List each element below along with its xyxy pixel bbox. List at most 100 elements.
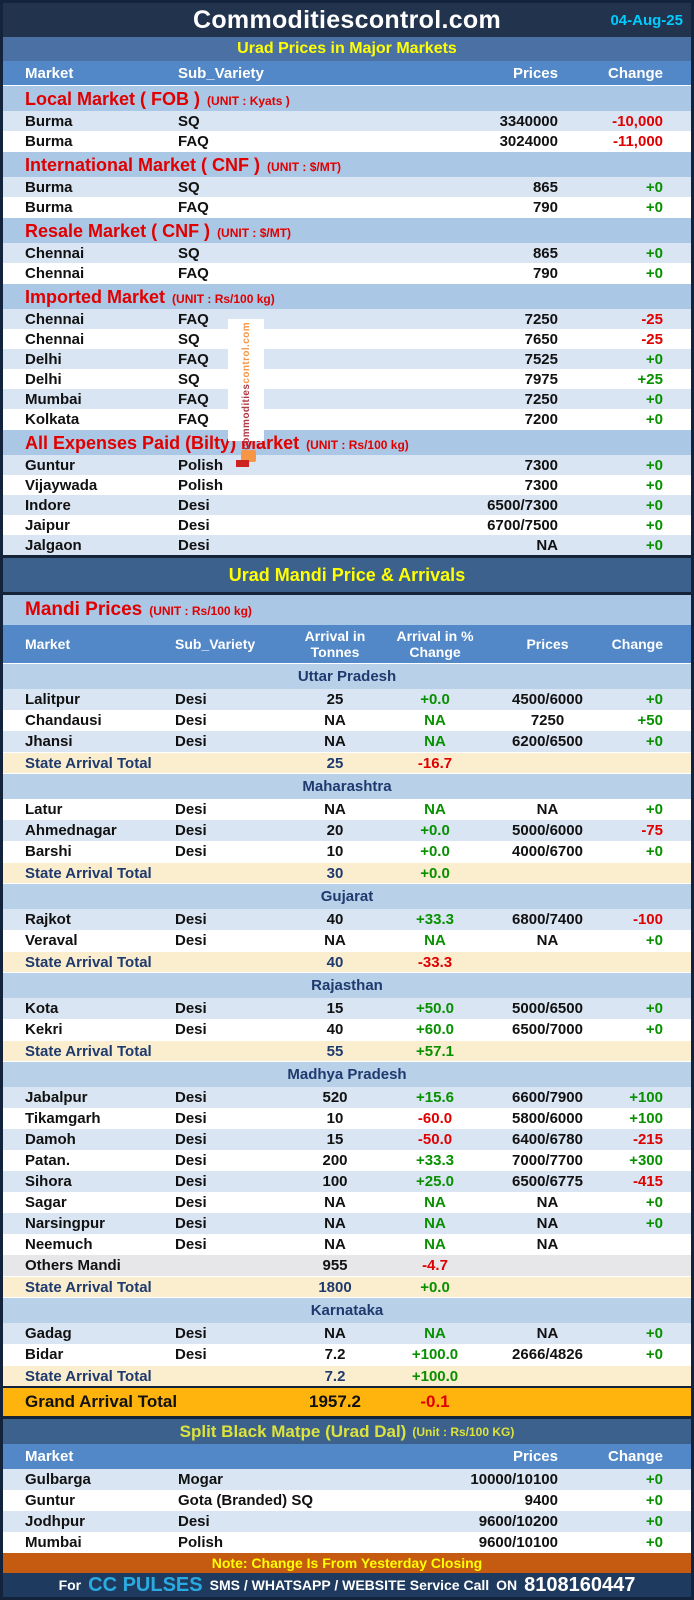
market-cell: Gulbarga: [25, 1471, 91, 1488]
variety-cell: Mogar: [178, 1471, 223, 1488]
change-cell: +0: [645, 1513, 663, 1530]
table-row: Gulbarga Mogar 10000/10100 +0: [3, 1469, 691, 1490]
tonnes-cell: 40: [326, 1021, 344, 1038]
table3-column-header: Market Prices Change: [3, 1444, 691, 1469]
total-label: State Arrival Total: [25, 1042, 152, 1060]
table-row: Burma FAQ 3024000 -11,000: [3, 131, 691, 151]
price-cell: 790: [532, 264, 558, 282]
change-cell: +0: [645, 1021, 663, 1038]
col-arrival-tonnes: Arrival in Tonnes: [304, 627, 366, 660]
pct-cell: +33.3: [416, 911, 454, 928]
price-cell: 7975: [524, 370, 558, 388]
pct-cell: +15.6: [416, 1089, 454, 1106]
watermark-text-part2: control.com: [240, 322, 252, 384]
variety-cell: Desi: [175, 1131, 207, 1148]
variety-cell: Desi: [175, 932, 207, 949]
col-market: Market: [25, 636, 71, 652]
price-cell: 9400: [524, 1492, 558, 1509]
market-cell: Jhansi: [25, 733, 73, 750]
tonnes-cell: 520: [322, 1089, 348, 1106]
variety-cell: SQ: [178, 178, 200, 196]
service-bar: For CC PULSES SMS / WHATSAPP / WEBSITE S…: [3, 1573, 691, 1597]
tonnes-cell: 15: [326, 1000, 344, 1017]
col-change: Change: [611, 636, 663, 652]
mandi-prices-label: Mandi Prices: [25, 599, 143, 620]
pct-cell: NA: [424, 733, 446, 750]
change-cell: +0: [645, 1471, 663, 1488]
section-unit: (UNIT : Kyats ): [207, 94, 290, 108]
state-arrival-total-row: State Arrival Total 25 -16.7: [3, 752, 691, 773]
col-change: Change: [607, 64, 663, 82]
price-cell: 10000/10100: [470, 1471, 558, 1488]
price-cell: 5800/6000: [512, 1110, 583, 1127]
price-cell: NA: [536, 1325, 559, 1342]
tonnes-cell: 7.2: [324, 1346, 346, 1363]
section-header: Local Market ( FOB ) (UNIT : Kyats ): [3, 85, 691, 111]
table-row: Kekri Desi 40 +60.0 6500/7000 +0: [3, 1019, 691, 1040]
tonnes-cell: 10: [326, 1110, 344, 1127]
table-row: Jabalpur Desi 520 +15.6 6600/7900 +100: [3, 1087, 691, 1108]
pct-cell: -4.7: [422, 1257, 448, 1274]
table-row: Vijaywada Polish 7300 +0: [3, 475, 691, 495]
mandi-prices-unit: (UNIT : Rs/100 kg): [149, 604, 252, 618]
market-cell: Burma: [25, 132, 73, 150]
total-tonnes: 7.2: [324, 1367, 346, 1385]
tonnes-cell: NA: [324, 1325, 346, 1342]
change-cell: +0: [645, 1492, 663, 1509]
price-cell: 4000/6700: [512, 843, 583, 860]
table-row: Burma SQ 865 +0: [3, 177, 691, 197]
market-cell: Burma: [25, 198, 73, 216]
price-cell: 7000/7700: [512, 1152, 583, 1169]
change-cell: -415: [632, 1173, 663, 1190]
service-prefix: For: [58, 1577, 82, 1593]
state-arrival-total-row: State Arrival Total 1800 +0.0: [3, 1276, 691, 1297]
total-pct: +57.1: [416, 1042, 454, 1060]
variety-cell: FAQ: [178, 132, 209, 150]
variety-cell: FAQ: [178, 264, 209, 282]
service-phone: 8108160447: [524, 1573, 636, 1596]
market-cell: Kekri: [25, 1021, 63, 1038]
variety-cell: Desi: [175, 1236, 207, 1253]
tonnes-cell: 10: [326, 843, 344, 860]
change-cell: +0: [645, 178, 663, 196]
price-cell: NA: [536, 932, 559, 949]
table-row: Sagar Desi NA NA NA +0: [3, 1192, 691, 1213]
table-row: Jhansi Desi NA NA 6200/6500 +0: [3, 731, 691, 752]
price-cell: NA: [536, 1215, 559, 1232]
table-row: Ahmednagar Desi 20 +0.0 5000/6000 -75: [3, 820, 691, 841]
market-cell: Chandausi: [25, 712, 102, 729]
market-cell: Chennai: [25, 330, 85, 348]
variety-cell: Gota (Branded) SQ: [178, 1492, 314, 1509]
change-cell: +0: [645, 456, 663, 474]
price-cell: 7250: [524, 390, 558, 408]
total-tonnes: 30: [326, 864, 344, 882]
section-unit: (UNIT : Rs/100 kg): [306, 438, 409, 452]
variety-cell: Desi: [175, 1325, 207, 1342]
tonnes-cell: 100: [322, 1173, 348, 1190]
grand-arrival-total-row: Grand Arrival Total 1957.2 -0.1: [3, 1386, 691, 1416]
section-title: Imported Market: [25, 287, 166, 307]
change-cell: +100: [629, 1089, 663, 1106]
section-title: Local Market ( FOB ): [25, 89, 201, 109]
pct-cell: NA: [424, 712, 446, 729]
variety-cell: Desi: [178, 516, 210, 534]
col-market: Market: [25, 1448, 74, 1465]
cc-pulses-brand: CC PULSES: [88, 1573, 203, 1596]
table1-body: Local Market ( FOB ) (UNIT : Kyats ) Burma…: [3, 85, 691, 555]
table-row: Patan. Desi 200 +33.3 7000/7700 +300: [3, 1150, 691, 1171]
total-pct: +100.0: [411, 1367, 459, 1385]
grand-total-pct: -0.1: [420, 1392, 450, 1411]
variety-cell: Polish: [178, 476, 224, 494]
table-row: Delhi SQ 7975 +25: [3, 369, 691, 389]
table-row: Jodhpur Desi 9600/10200 +0: [3, 1511, 691, 1532]
market-cell: Vijaywada: [25, 476, 98, 494]
price-cell: 5000/6500: [512, 1000, 583, 1017]
price-cell: 5000/6000: [512, 822, 583, 839]
watermark-text-part1: commodities: [240, 383, 252, 450]
variety-cell: Desi: [175, 1346, 207, 1363]
site-title: Commoditiescontrol.com: [192, 5, 502, 34]
section-header: Resale Market ( CNF ) (UNIT : $/MT): [3, 217, 691, 243]
market-cell: Sagar: [25, 1194, 67, 1211]
variety-cell: Desi: [175, 712, 207, 729]
